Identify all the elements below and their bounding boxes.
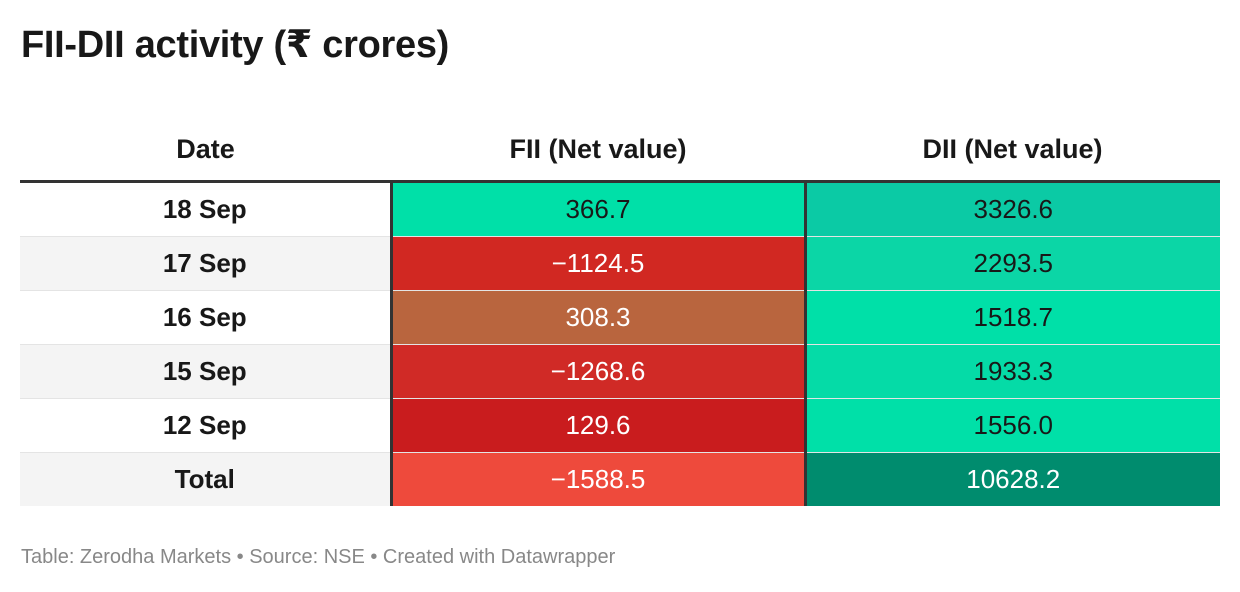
- table-row: 12 Sep 129.6 1556.0: [20, 398, 1220, 453]
- table-row: 16 Sep 308.3 1518.7: [20, 290, 1220, 345]
- fii-value-cell: 129.6: [391, 398, 807, 453]
- dii-value-cell: 2293.5: [805, 236, 1220, 291]
- dii-value-cell: 1933.3: [805, 344, 1220, 399]
- date-cell: 15 Sep: [20, 344, 393, 399]
- fii-dii-table: Date FII (Net value) DII (Net value) 18 …: [20, 118, 1220, 506]
- dii-total-cell: 10628.2: [805, 452, 1220, 506]
- total-label-cell: Total: [20, 452, 393, 506]
- source-footer: Table: Zerodha Markets • Source: NSE • C…: [21, 546, 616, 568]
- fii-value-cell: 366.7: [391, 181, 807, 237]
- column-header-dii[interactable]: DII (Net value): [805, 118, 1220, 183]
- table-row: 15 Sep −1268.6 1933.3: [20, 344, 1220, 399]
- date-cell: 18 Sep: [20, 181, 393, 237]
- date-cell: 12 Sep: [20, 398, 393, 453]
- column-header-fii[interactable]: FII (Net value): [391, 118, 805, 183]
- column-header-date[interactable]: Date: [20, 118, 391, 183]
- total-row: Total −1588.5 10628.2: [20, 452, 1220, 506]
- chart-title: FII-DII activity (₹ crores): [21, 24, 450, 66]
- dii-value-cell: 1518.7: [805, 290, 1220, 345]
- fii-value-cell: −1124.5: [391, 236, 807, 291]
- fii-total-cell: −1588.5: [391, 452, 807, 506]
- date-cell: 16 Sep: [20, 290, 393, 345]
- dii-value-cell: 3326.6: [805, 181, 1220, 237]
- dii-value-cell: 1556.0: [805, 398, 1220, 453]
- date-cell: 17 Sep: [20, 236, 393, 291]
- fii-value-cell: −1268.6: [391, 344, 807, 399]
- table-header-row: Date FII (Net value) DII (Net value): [20, 118, 1220, 183]
- table-row: 18 Sep 366.7 3326.6: [20, 181, 1220, 237]
- fii-value-cell: 308.3: [391, 290, 807, 345]
- table-row: 17 Sep −1124.5 2293.5: [20, 236, 1220, 291]
